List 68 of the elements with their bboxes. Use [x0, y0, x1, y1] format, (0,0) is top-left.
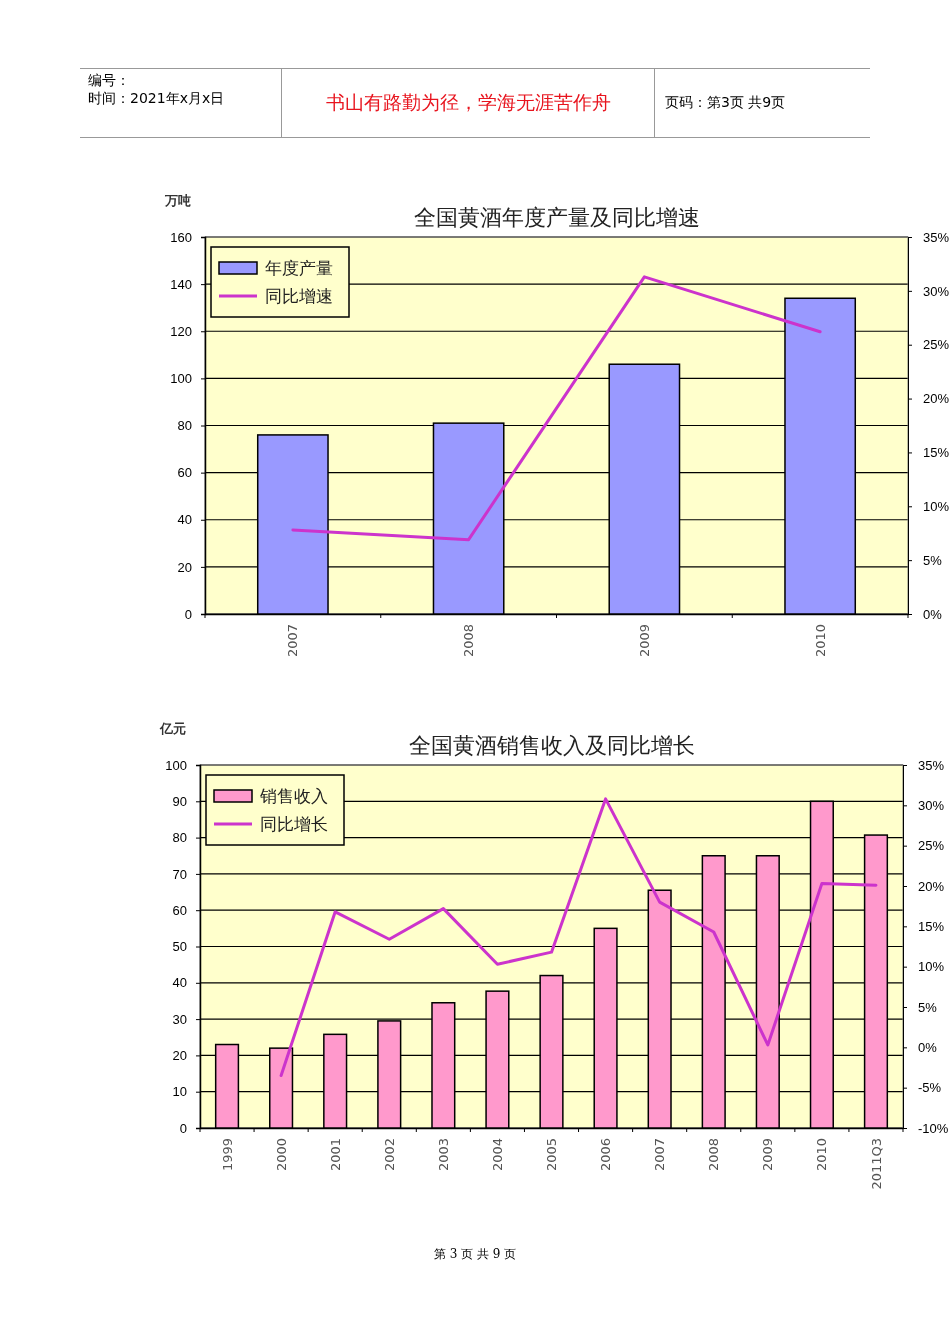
y-tick-label: 100: [165, 757, 187, 773]
y2-tick-label: 35%: [923, 229, 950, 245]
x-tick-label: 2008: [461, 624, 477, 658]
legend-label: 销售收入: [259, 785, 328, 806]
x-tick-label: 2010: [812, 624, 828, 658]
y2-tick-label: 30%: [918, 797, 945, 813]
y-tick-label: 100: [170, 371, 192, 387]
y2-tick-label: 0%: [923, 606, 943, 622]
y-tick-label: 70: [172, 866, 187, 882]
x-tick-label: 2005: [544, 1138, 560, 1172]
x-tick-label: 2001: [327, 1138, 343, 1172]
y-tick-label: 0: [179, 1120, 187, 1136]
x-tick-label: 2010: [814, 1138, 830, 1172]
x-tick-label: 2000: [273, 1138, 289, 1172]
legend-label: 同比增速: [265, 285, 333, 306]
x-tick-label: 2007: [285, 624, 301, 658]
y2-tick-label: 10%: [918, 959, 945, 975]
y2-tick-label: 15%: [923, 445, 950, 461]
y-tick-label: 120: [170, 323, 192, 339]
y-tick-label: 140: [170, 276, 192, 292]
x-tick-label: 2009: [760, 1138, 776, 1172]
y-tick-label: 60: [177, 465, 192, 481]
y-tick-label: 20: [172, 1048, 187, 1064]
x-tick-label: 2006: [598, 1138, 614, 1172]
y-tick-label: 0: [184, 606, 192, 622]
y-axis-title: 亿元: [159, 721, 186, 736]
y2-tick-label: -10%: [918, 1120, 949, 1136]
y2-tick-label: -5%: [918, 1080, 942, 1096]
y-tick-label: 40: [172, 975, 187, 991]
y2-tick-label: 35%: [918, 757, 945, 773]
x-tick-label: 2003: [435, 1138, 451, 1172]
y-tick-label: 60: [172, 902, 187, 918]
x-tick-label: 2002: [381, 1138, 397, 1172]
text: 时间：2021年x月x日: [88, 90, 226, 108]
legend-label: 年度产量: [265, 257, 333, 278]
y2-tick-label: 5%: [923, 552, 943, 568]
text: 编号：: [88, 72, 131, 90]
y-tick-label: 90: [172, 793, 187, 809]
x-tick-label: 1999: [219, 1138, 235, 1172]
x-tick-label: 2009: [636, 624, 652, 658]
legend-label: 同比增长: [260, 813, 328, 834]
y-tick-label: 80: [177, 418, 192, 434]
chart-title: 全国黄酒年度产量及同比增速: [413, 205, 700, 230]
y-tick-label: 10: [172, 1084, 187, 1100]
y-tick-label: 80: [172, 830, 187, 846]
y-tick-label: 30: [172, 1011, 187, 1027]
y2-tick-label: 15%: [918, 918, 945, 934]
text: 第 3 页 共 9 页: [433, 1247, 517, 1261]
y2-tick-label: 25%: [923, 337, 950, 353]
y-tick-label: 160: [170, 229, 192, 245]
y2-tick-label: 20%: [918, 878, 945, 894]
x-tick-label: 2008: [706, 1138, 722, 1172]
y-axis-title: 万吨: [164, 193, 191, 208]
y-tick-label: 20: [177, 559, 192, 575]
chart-title: 全国黄酒销售收入及同比增长: [408, 733, 695, 758]
text: 页码：第3页 共9页: [665, 94, 787, 112]
y2-tick-label: 20%: [923, 391, 950, 407]
y2-tick-label: 5%: [918, 999, 938, 1015]
text: 书山有路勤为径，学海无涯苦作舟: [325, 90, 611, 115]
x-tick-label: 2007: [652, 1138, 668, 1172]
y-tick-label: 40: [177, 512, 192, 528]
y2-tick-label: 30%: [923, 283, 950, 299]
x-tick-label: 2004: [489, 1138, 505, 1172]
y-tick-label: 50: [172, 939, 187, 955]
y2-tick-label: 25%: [918, 838, 945, 854]
y2-tick-label: 0%: [918, 1039, 938, 1055]
y2-tick-label: 10%: [923, 498, 950, 514]
x-tick-label: 2011Q3: [868, 1138, 884, 1190]
